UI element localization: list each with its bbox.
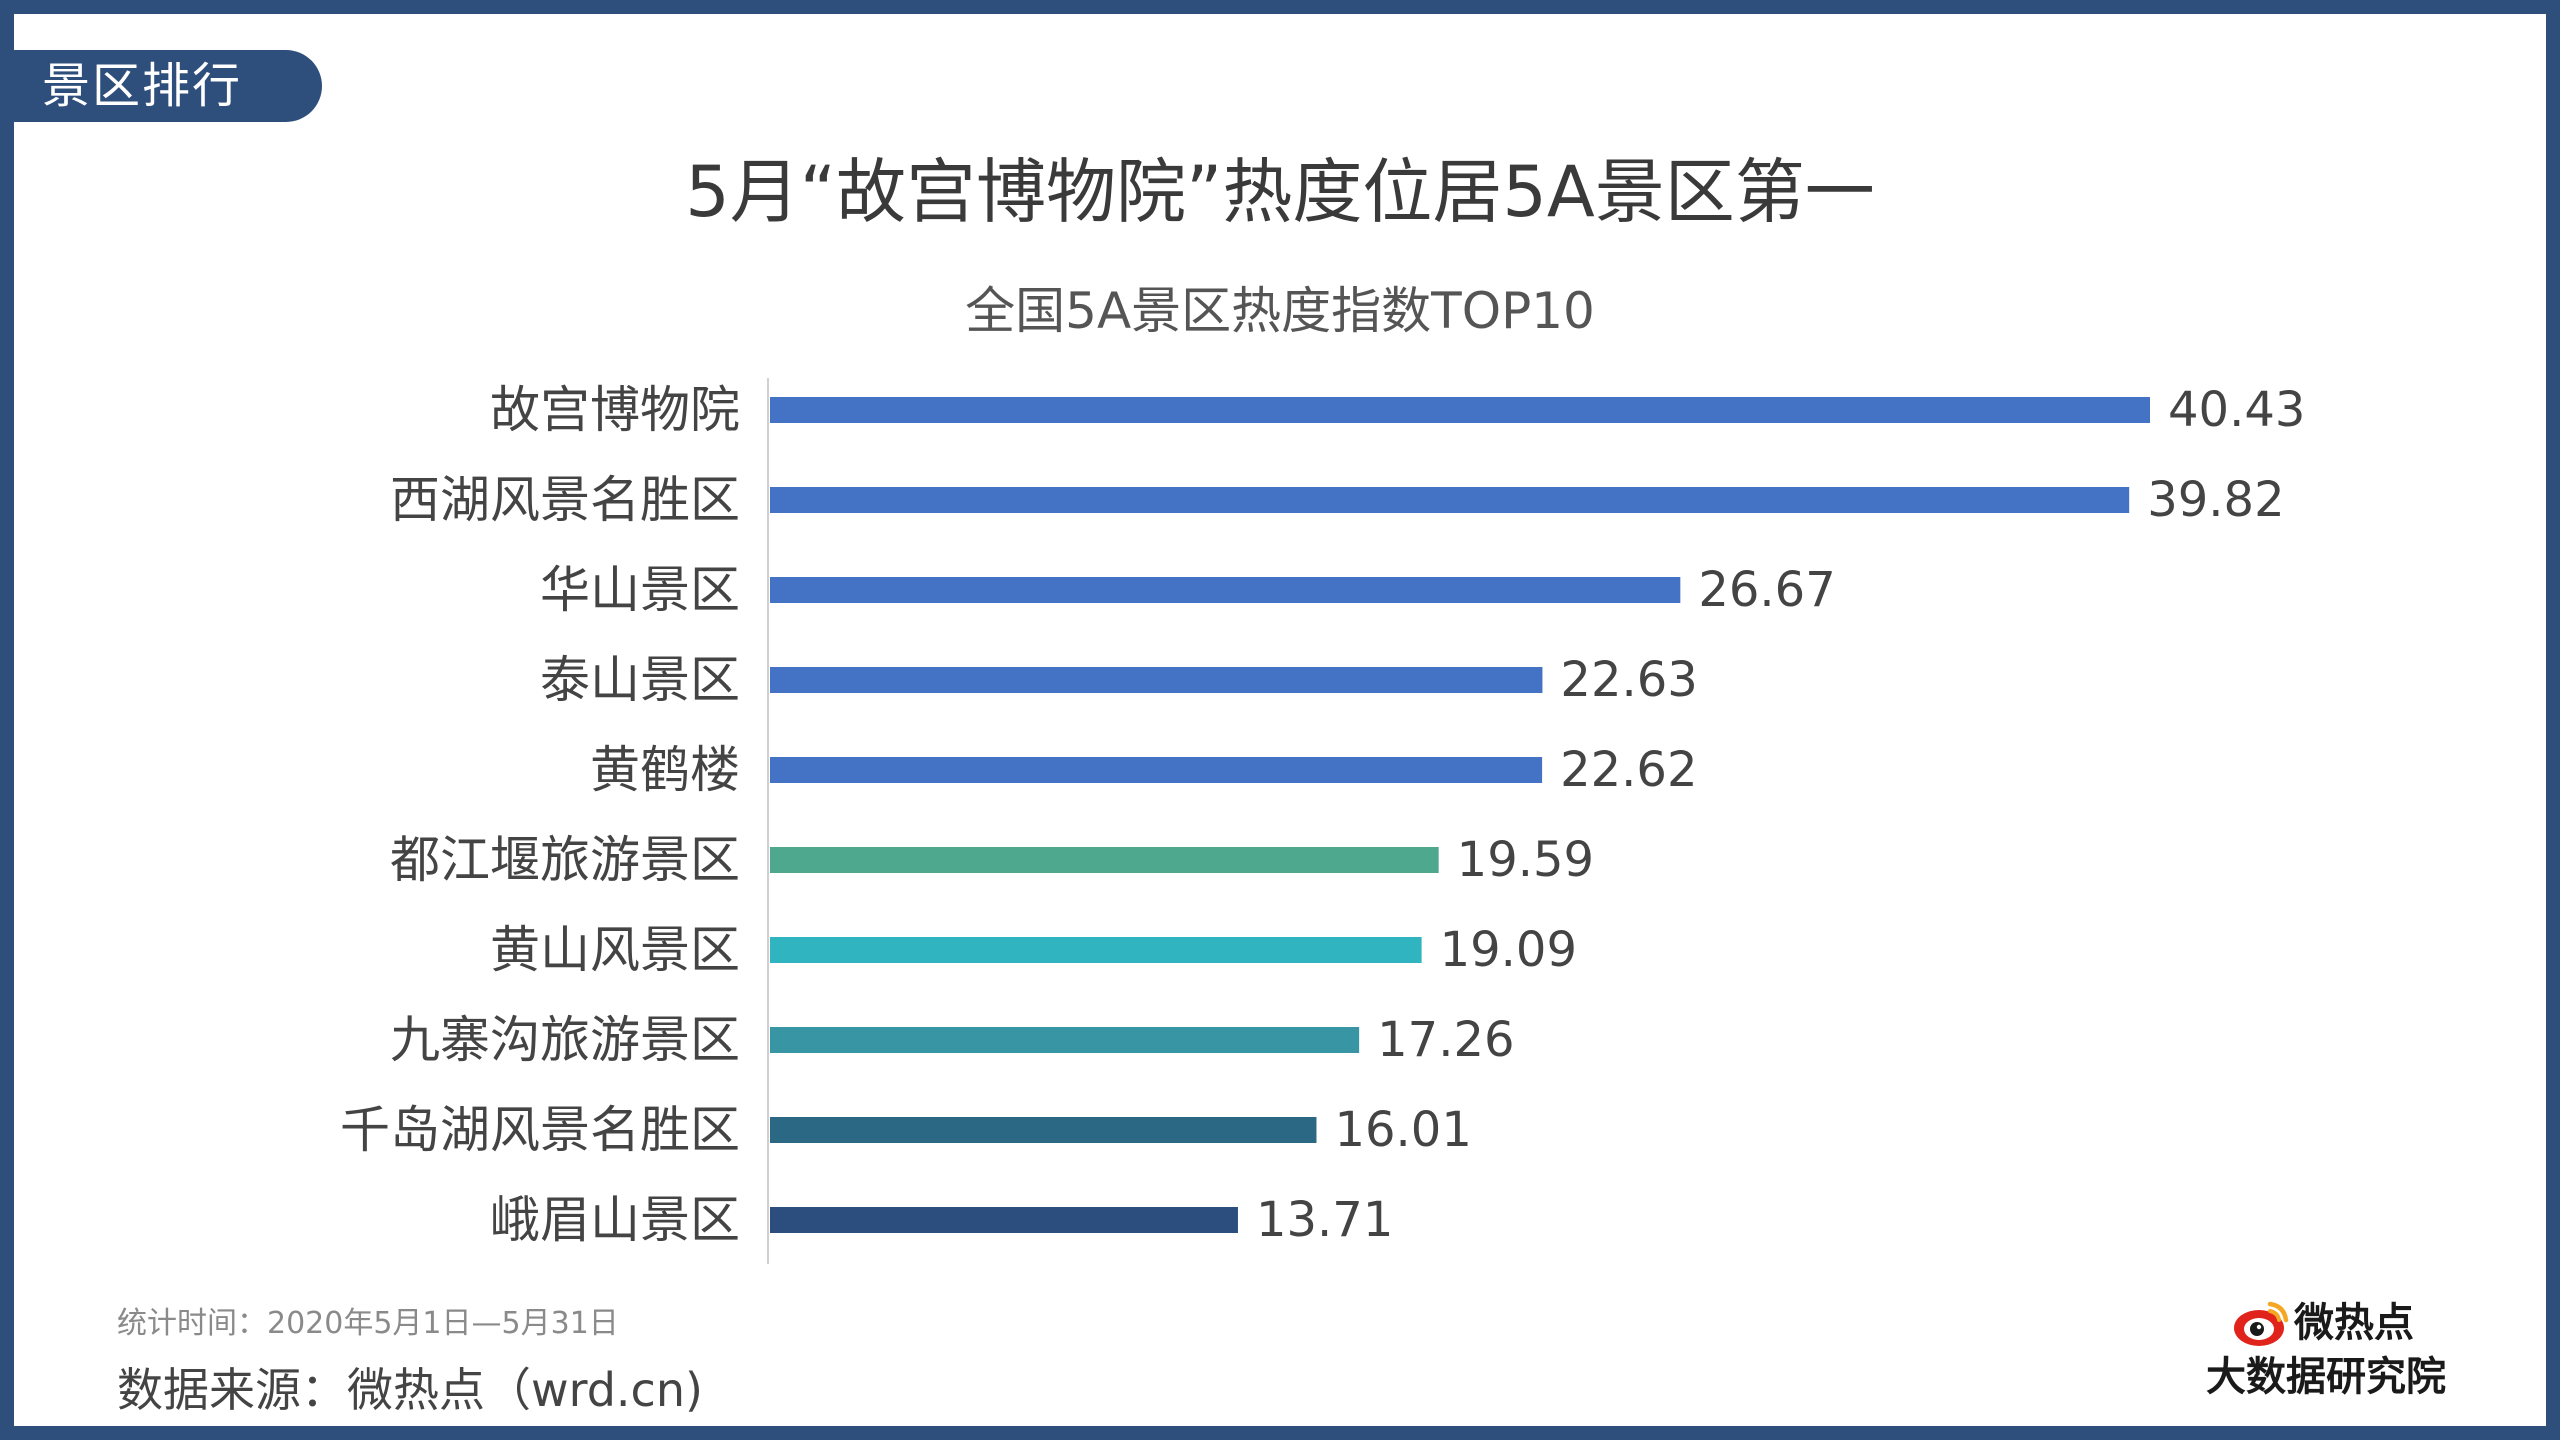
value-label: 19.09: [1440, 922, 1577, 978]
bar-chart: 故宫博物院 40.43 西湖风景名胜区 39.82 华山景区 26.67 泰山景区 22.63…: [340, 378, 2305, 1264]
value-label: 13.71: [1256, 1192, 1393, 1248]
category-label: 华山景区: [540, 561, 740, 619]
bar-1: [770, 397, 2151, 423]
category-label: 黄鹤楼: [590, 741, 740, 799]
value-label: 22.62: [1560, 742, 1697, 798]
bar-7: [770, 937, 1422, 963]
value-label: 19.59: [1457, 832, 1594, 888]
eye-icon: [2234, 1301, 2289, 1346]
value-label: 22.63: [1560, 652, 1697, 708]
source-note: 数据来源：微热点（wrd.cn): [117, 1363, 703, 1417]
logo-subtitle: 大数据研究院: [2206, 1354, 2446, 1400]
bar-4: [770, 667, 1543, 693]
value-label: 17.26: [1377, 1012, 1514, 1068]
bar-6: [770, 847, 1439, 873]
category-label: 千岛湖风景名胜区: [340, 1101, 740, 1159]
section-tag-label: 景区排行: [42, 58, 243, 114]
brand-logo: 微热点 大数据研究院: [2194, 1296, 2494, 1416]
section-tag: 景区排行: [14, 50, 322, 122]
time-note: 统计时间：2020年5月1日—5月31日: [117, 1306, 619, 1341]
page-title: 5月“故宫博物院”热度位居5A景区第一: [685, 151, 1875, 233]
value-label: 40.43: [2168, 382, 2305, 438]
chart-subtitle: 全国5A景区热度指数TOP10: [965, 282, 1595, 340]
category-label: 泰山景区: [540, 651, 740, 709]
category-label: 九寨沟旅游景区: [390, 1011, 740, 1069]
value-label: 26.67: [1698, 562, 1835, 618]
value-label: 39.82: [2147, 472, 2284, 528]
bar-2: [770, 487, 2130, 513]
bar-5: [770, 757, 1543, 783]
category-label: 峨眉山景区: [490, 1191, 740, 1249]
bar-9: [770, 1117, 1317, 1143]
category-label: 黄山风景区: [490, 921, 740, 979]
category-label: 都江堰旅游景区: [390, 831, 740, 889]
category-label: 西湖风景名胜区: [390, 471, 740, 529]
bar-3: [770, 577, 1681, 603]
logo-name: 微热点: [2294, 1300, 2414, 1346]
bar-10: [770, 1207, 1238, 1233]
value-label: 16.01: [1334, 1102, 1471, 1158]
category-label: 故宫博物院: [490, 381, 740, 439]
bar-8: [770, 1027, 1360, 1053]
